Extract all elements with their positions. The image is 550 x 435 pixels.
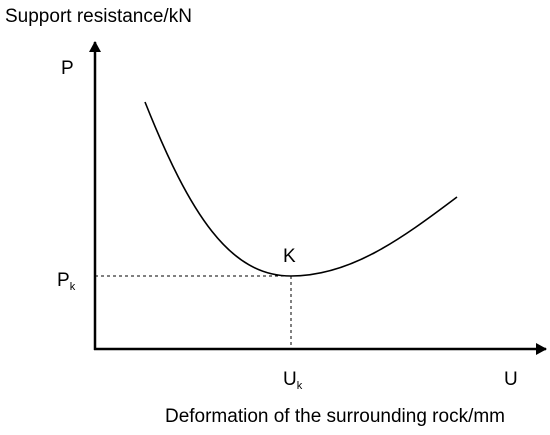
x-axis-title: Deformation of the surrounding rock/mm (165, 406, 505, 427)
y-axis-symbol: P (61, 58, 74, 79)
y-axis-title: Support resistance/kN (5, 6, 192, 27)
point-label: K (283, 246, 296, 267)
u-sub: k (297, 380, 303, 392)
p-label: Pk (57, 270, 76, 293)
p-main: P (57, 270, 70, 291)
p-sub: k (70, 281, 76, 293)
u-main: U (283, 369, 297, 390)
curve (144, 101, 458, 277)
u-label: Uk (283, 369, 303, 392)
x-axis-symbol: U (504, 369, 518, 390)
